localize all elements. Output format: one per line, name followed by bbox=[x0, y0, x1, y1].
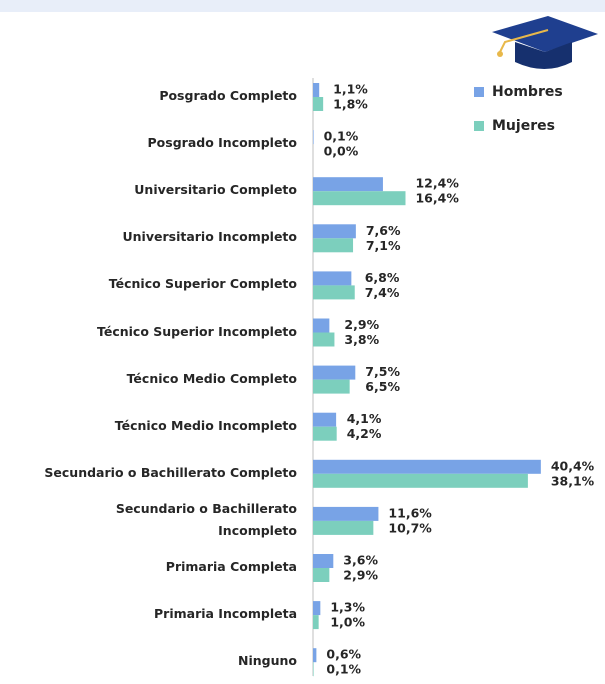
category-label: Técnico Superior Completo bbox=[108, 276, 297, 292]
category-label: Universitario Completo bbox=[134, 182, 297, 198]
legend-swatch bbox=[474, 121, 484, 131]
value-label: 7,6% bbox=[366, 223, 401, 238]
value-label: 40,4% bbox=[551, 458, 595, 473]
value-label: 2,9% bbox=[343, 568, 378, 583]
category-label: Secundario o Bachillerato Completo bbox=[44, 464, 297, 480]
value-label: 7,1% bbox=[366, 238, 401, 253]
category-label: Primaria Completa bbox=[165, 559, 297, 574]
value-label: 3,6% bbox=[343, 553, 378, 568]
legend-swatch bbox=[474, 87, 484, 97]
bar bbox=[313, 615, 319, 630]
category-label: Posgrado Incompleto bbox=[147, 135, 297, 151]
bar bbox=[313, 554, 334, 568]
category-label: Técnico Medio Completo bbox=[126, 370, 297, 386]
bar bbox=[313, 130, 314, 145]
value-label: 10,7% bbox=[388, 520, 432, 535]
bar bbox=[313, 318, 330, 333]
value-label: 3,8% bbox=[344, 332, 379, 347]
bar bbox=[313, 224, 356, 239]
category-label: Ninguno bbox=[238, 653, 297, 669]
category-label: Primaria Incompleta bbox=[154, 606, 297, 622]
value-label: 12,4% bbox=[415, 176, 459, 191]
value-label: 11,6% bbox=[388, 505, 432, 520]
value-label: 16,4% bbox=[415, 191, 459, 206]
graduation-cap bbox=[492, 16, 598, 69]
bar bbox=[313, 520, 374, 535]
value-label: 0,6% bbox=[326, 647, 361, 662]
bar bbox=[313, 506, 379, 521]
bar bbox=[313, 332, 335, 347]
value-label: 38,1% bbox=[551, 473, 595, 488]
legend-label: Mujeres bbox=[492, 118, 555, 134]
category-label: Técnico Medio Incompleto bbox=[114, 417, 297, 433]
category-label: Secundario o Bachillerato Incompleto bbox=[115, 500, 297, 538]
value-label: 1,3% bbox=[330, 600, 365, 615]
bar bbox=[313, 365, 356, 380]
value-label: 0,0% bbox=[324, 144, 359, 159]
bar bbox=[313, 662, 314, 677]
bar bbox=[313, 473, 528, 488]
value-label: 0,1% bbox=[324, 129, 359, 144]
bar bbox=[313, 83, 320, 97]
bar bbox=[313, 412, 337, 427]
bar bbox=[313, 601, 321, 616]
bar bbox=[313, 177, 383, 192]
value-label: 4,2% bbox=[347, 426, 382, 441]
value-label: 6,8% bbox=[365, 270, 400, 285]
bar bbox=[313, 648, 317, 663]
bar bbox=[313, 285, 355, 300]
category-label: Posgrado Completo bbox=[159, 88, 297, 103]
bar bbox=[313, 271, 352, 286]
value-label: 4,1% bbox=[347, 411, 382, 426]
value-label: 2,9% bbox=[344, 317, 379, 332]
bar bbox=[313, 191, 406, 206]
bar bbox=[313, 97, 324, 111]
top-band bbox=[0, 0, 605, 12]
category-label: Técnico Superior Incompleto bbox=[96, 323, 297, 339]
bar bbox=[313, 426, 337, 441]
value-label: 6,5% bbox=[365, 379, 400, 394]
bar bbox=[313, 379, 350, 394]
value-label: 7,5% bbox=[365, 364, 400, 379]
category-label: Universitario Incompleto bbox=[122, 229, 298, 245]
bar bbox=[313, 238, 354, 253]
value-label: 1,0% bbox=[330, 615, 365, 630]
bar bbox=[313, 568, 330, 582]
value-label: 7,4% bbox=[365, 285, 400, 300]
legend-label: Hombres bbox=[492, 84, 563, 100]
bar bbox=[313, 459, 541, 474]
value-label: 1,8% bbox=[333, 97, 368, 112]
value-label: 0,1% bbox=[326, 662, 361, 677]
value-label: 1,1% bbox=[333, 82, 368, 97]
